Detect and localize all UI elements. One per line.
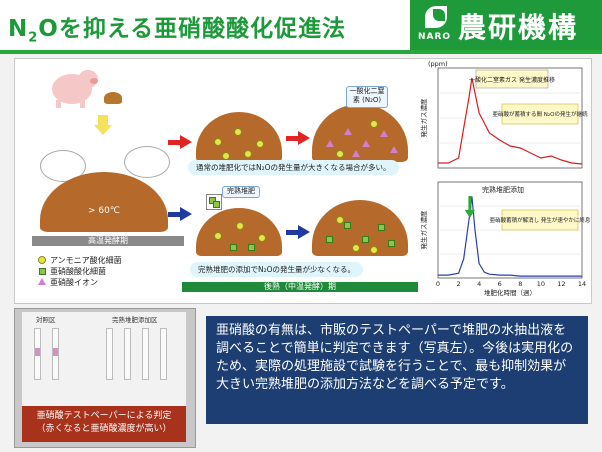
nitrite-oxidizer-square <box>388 240 395 247</box>
logo-text: 農研機構 <box>458 11 579 44</box>
test-strip-pink <box>53 348 58 356</box>
pig-icon <box>46 66 102 108</box>
annotation-box <box>501 209 579 231</box>
arrow-right-red <box>286 136 298 141</box>
ammonia-dot <box>234 128 242 136</box>
photo-caption: 亜硝酸テストペーパーによる判定 （赤くなると亜硝酸濃度が高い） <box>22 406 186 442</box>
legend-ammonia: アンモニア酸化細菌 <box>50 256 122 265</box>
arrow-right-red-head <box>180 135 192 149</box>
arrow-down-head-icon <box>94 125 112 135</box>
y-axis-label: 発生ガス濃度 <box>419 210 428 250</box>
arrow-down-icon <box>98 115 108 125</box>
nitrite-oxidizer-square <box>344 222 351 229</box>
legend-nitrite-oxidizer-square <box>39 268 46 275</box>
nitrite-ion-triangle <box>326 140 334 147</box>
body-text: 亜硝酸の有無は、市販のテストペーパーで堆肥の水抽出液を調べることで簡単に判定でき… <box>206 316 588 424</box>
nitrite-oxidizer-square <box>213 201 220 208</box>
test-strip <box>160 328 167 380</box>
arrow-right-blue <box>168 212 180 217</box>
ammonia-dot <box>222 152 230 160</box>
nitrite-ion-triangle <box>352 150 360 157</box>
nitrite-ion-triangle <box>344 128 352 135</box>
temp-high-label: > 60℃ <box>88 206 120 216</box>
x-tick-label: 2 <box>457 280 461 288</box>
chart-title-box <box>475 69 549 89</box>
mature-compost-callout: 完熟堆肥 <box>222 186 260 198</box>
ammonia-dot <box>370 120 378 128</box>
legend-nitrite-ion-triangle <box>38 278 46 285</box>
series-line <box>438 77 583 165</box>
logo-sub-text: NARO <box>418 32 452 42</box>
ammonia-dot <box>256 140 264 148</box>
x-tick-label: 8 <box>518 280 522 288</box>
arrow-right-blue <box>286 230 298 235</box>
nitrite-ion-triangle <box>380 130 388 137</box>
caption-mature: 完熟堆肥の添加でN₂Oの発生量が少なくなる。 <box>190 262 364 277</box>
test-strip <box>106 328 113 380</box>
ammonia-dot <box>336 216 344 224</box>
band-high-temp: 高温発酵期 <box>32 236 184 246</box>
unit-label: (ppm) <box>428 60 448 68</box>
ammonia-dot <box>258 234 266 242</box>
test-strip-pink <box>35 348 40 356</box>
nitrite-oxidizer-square <box>378 224 385 231</box>
test-strip <box>142 328 149 380</box>
nitrite-oxidizer-square <box>230 244 237 251</box>
photo-label-added: 完熟堆肥添加区 <box>112 316 158 324</box>
nitrite-oxidizer-square <box>209 197 216 204</box>
y-axis-label: 発生ガス濃度 <box>419 98 428 138</box>
x-tick-label: 6 <box>498 280 502 288</box>
photo-caption-line2: （赤くなると亜硝酸濃度が高い） <box>36 424 172 434</box>
chart-title: 一酸化二窒素ガス 発生濃度推移 <box>469 76 555 84</box>
nitrite-oxidizer-square <box>362 236 369 243</box>
caption-normal: 通常の堆肥化ではN₂Oの発生量が大きくなる場合が多い。 <box>188 160 399 175</box>
annotation-box <box>501 103 579 125</box>
ammonia-dot <box>244 150 252 158</box>
x-tick-label: 10 <box>537 280 545 288</box>
ammonia-dot <box>336 150 344 158</box>
legend-nitrite-ion: 亜硝酸イオン <box>50 278 98 287</box>
photo-caption-line1: 亜硝酸テストペーパーによる判定 <box>36 411 172 421</box>
chart-annotation: 亜硝酸蓄積が解消し 発生が速やかに終息 <box>490 216 590 224</box>
nitrite-oxidizer-square <box>326 236 333 243</box>
manure-icon <box>104 92 122 104</box>
series-line <box>438 196 582 277</box>
n2o-callout: 一酸化二窒素 (N₂O) <box>346 86 388 108</box>
x-tick-label: 12 <box>557 280 565 288</box>
nitrite-ion-triangle <box>362 140 370 147</box>
arrow-right-blue-head <box>298 225 310 239</box>
arrow-right-red-head <box>298 131 310 145</box>
legend-ammonia-dot <box>38 256 46 264</box>
x-tick-label: 0 <box>436 280 440 288</box>
x-tick-label: 4 <box>477 280 481 288</box>
ammonia-dot <box>214 138 222 146</box>
nitrite-oxidizer-square <box>248 244 255 251</box>
photo-inner <box>22 312 186 408</box>
test-strip <box>124 328 131 380</box>
chart-annotation: 亜硝酸が蓄積する間 N₂Oの発生が継続 <box>493 110 588 118</box>
ammonia-dot <box>352 244 360 252</box>
arrow-right-red <box>168 140 180 145</box>
chart-title: 完熟堆肥添加 <box>482 185 524 194</box>
ammonia-dot <box>370 246 378 254</box>
band-post-maturation: 後熟（中温発酵）期 <box>182 282 418 292</box>
green-arrow-head-icon <box>464 210 475 218</box>
legend-nitrite-oxidizer: 亜硝酸酸化細菌 <box>50 267 106 276</box>
ammonia-dot <box>236 222 244 230</box>
x-axis-label: 堆肥化時間（週） <box>484 288 536 297</box>
steam-cloud-icon <box>124 146 170 178</box>
arrow-right-blue-head <box>180 207 192 221</box>
photo-label-control: 対照区 <box>36 316 56 324</box>
ammonia-dot <box>214 232 222 240</box>
nitrite-ion-triangle <box>390 146 398 153</box>
page-title: N2Oを抑える亜硝酸酸化促進法 <box>8 16 347 46</box>
x-tick-label: 14 <box>578 280 586 288</box>
leaf-icon-inner <box>433 9 445 21</box>
